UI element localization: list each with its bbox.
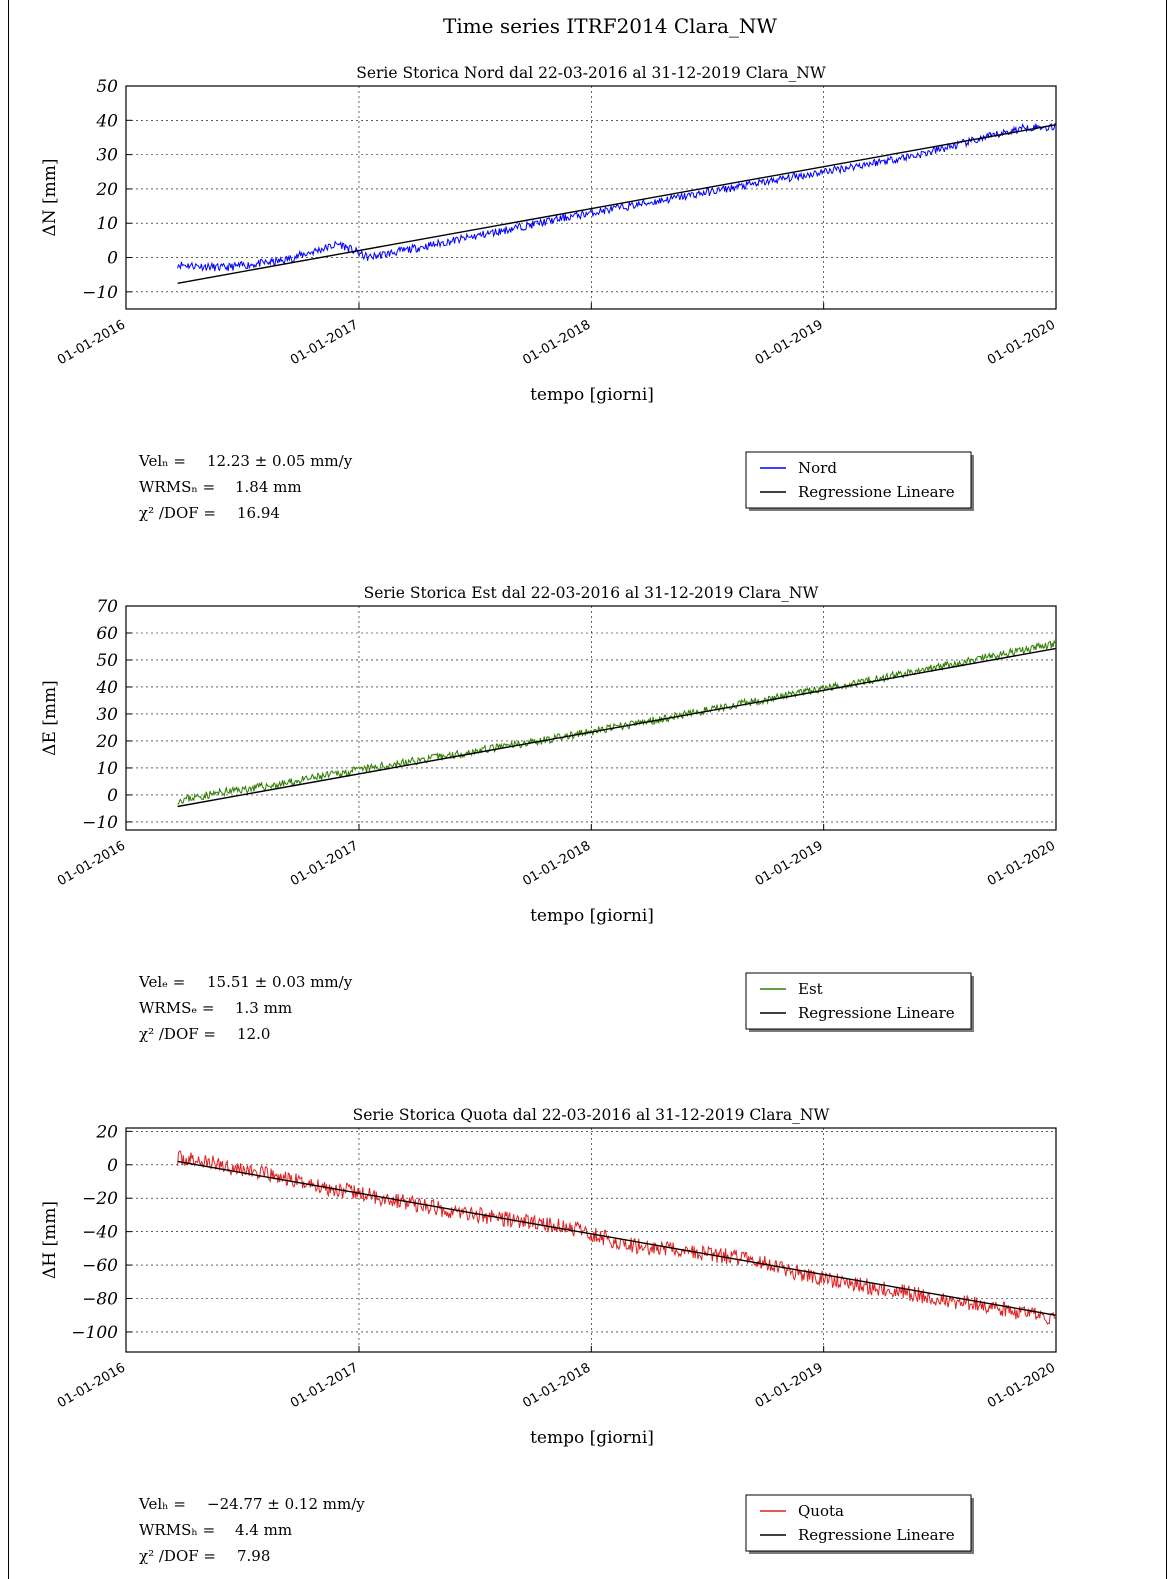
y-tick-label: 70 — [96, 597, 118, 617]
legend-entry: Regressione Lineare — [798, 483, 955, 501]
stat-value: −24.77 ± 0.12 mm/y — [207, 1495, 365, 1513]
y-tick-label: 50 — [96, 651, 118, 671]
series-line-regressione-lineare — [177, 647, 1056, 808]
x-tick-label: 01-01-2016 — [55, 317, 128, 368]
stat-label: χ² /DOF = — [139, 504, 216, 522]
chart-panel-1: Serie Storica Nord dal 22-03-2016 al 31-… — [40, 64, 1058, 522]
stat-label: Velₙ = — [138, 452, 186, 470]
y-tick-label: 30 — [96, 146, 118, 166]
stat-value: 4.4 mm — [235, 1521, 292, 1539]
x-tick-label: 01-01-2016 — [55, 1360, 128, 1411]
stat-value: 12.0 — [237, 1025, 270, 1043]
figure-title: Time series ITRF2014 Clara_NW — [443, 14, 777, 38]
y-tick-label: −100 — [71, 1323, 118, 1343]
x-axis-label: tempo [giorni] — [530, 385, 654, 405]
y-tick-label: −60 — [82, 1256, 118, 1276]
x-tick-label: 01-01-2019 — [753, 838, 826, 889]
y-axis-label: ΔH [mm] — [40, 1201, 60, 1279]
y-tick-label: 40 — [95, 111, 118, 131]
y-tick-label: −10 — [82, 813, 118, 833]
series-line-regressione-lineare — [177, 124, 1056, 284]
y-tick-label: 40 — [95, 678, 118, 698]
x-tick-label: 01-01-2017 — [288, 838, 361, 889]
x-tick-label: 01-01-2019 — [753, 1360, 826, 1411]
legend-entry: Quota — [798, 1502, 844, 1520]
stat-value: 1.3 mm — [235, 999, 292, 1017]
legend-box — [745, 451, 972, 509]
series-line-quota — [177, 1150, 1056, 1325]
stat-value: 12.23 ± 0.05 mm/y — [207, 452, 353, 470]
legend-entry: Regressione Lineare — [798, 1526, 955, 1544]
y-tick-label: 30 — [96, 705, 118, 725]
x-axis-label: tempo [giorni] — [530, 1428, 654, 1448]
y-tick-label: 20 — [95, 1122, 118, 1142]
series-line-regressione-lineare — [177, 1160, 1056, 1316]
plot-area-frame — [125, 605, 1057, 831]
x-tick-label: 01-01-2019 — [753, 317, 826, 368]
x-tick-label: 01-01-2020 — [985, 1360, 1058, 1411]
y-tick-label: 50 — [96, 77, 118, 97]
y-tick-label: −40 — [82, 1223, 118, 1243]
plot-area-frame — [125, 85, 1057, 310]
y-axis-label: ΔN [mm] — [40, 158, 60, 236]
x-tick-label: 01-01-2016 — [55, 838, 128, 889]
legend-entry: Regressione Lineare — [798, 1004, 955, 1022]
chart-panel-2: Serie Storica Est dal 22-03-2016 al 31-1… — [40, 584, 1058, 1043]
y-tick-label: 0 — [107, 1156, 118, 1176]
stat-value: 15.51 ± 0.03 mm/y — [207, 973, 353, 991]
x-tick-label: 01-01-2018 — [520, 1360, 593, 1411]
stat-value: 1.84 mm — [235, 478, 302, 496]
y-tick-label: 10 — [96, 759, 118, 779]
legend-entry: Nord — [798, 459, 837, 477]
y-tick-label: 10 — [96, 214, 118, 234]
chart-panel-3: Serie Storica Quota dal 22-03-2016 al 31… — [40, 1106, 1058, 1565]
y-tick-label: 60 — [96, 624, 118, 644]
y-tick-label: 20 — [95, 180, 118, 200]
figure-frame — [8, 0, 1167, 1579]
y-tick-label: −80 — [82, 1290, 118, 1310]
stat-value: 7.98 — [237, 1547, 270, 1565]
stat-label: Velₕ = — [138, 1495, 186, 1513]
stat-label: Velₑ = — [138, 973, 185, 991]
x-tick-label: 01-01-2018 — [520, 838, 593, 889]
stat-label: χ² /DOF = — [139, 1547, 216, 1565]
x-tick-label: 01-01-2020 — [985, 317, 1058, 368]
legend-entry: Est — [798, 980, 823, 998]
x-axis-label: tempo [giorni] — [530, 906, 654, 926]
y-tick-label: 0 — [107, 786, 118, 806]
x-tick-label: 01-01-2017 — [288, 317, 361, 368]
y-tick-label: 20 — [95, 732, 118, 752]
series-line-est — [177, 639, 1056, 805]
y-tick-label: 0 — [107, 249, 118, 269]
x-tick-label: 01-01-2017 — [288, 1360, 361, 1411]
chart-title: Serie Storica Nord dal 22-03-2016 al 31-… — [356, 64, 826, 82]
stat-label: χ² /DOF = — [139, 1025, 216, 1043]
plot-area-frame — [125, 1127, 1057, 1353]
y-tick-label: −10 — [82, 283, 118, 303]
y-tick-label: −20 — [82, 1189, 118, 1209]
legend-box — [745, 1494, 972, 1552]
x-tick-label: 01-01-2020 — [985, 838, 1058, 889]
legend-box — [745, 972, 972, 1030]
series-line-nord — [177, 122, 1056, 272]
stat-value: 16.94 — [237, 504, 280, 522]
stat-label: WRMSₕ = — [139, 1521, 215, 1539]
stat-label: WRMSₑ = — [139, 999, 215, 1017]
x-tick-label: 01-01-2018 — [520, 317, 593, 368]
y-axis-label: ΔE [mm] — [40, 680, 60, 756]
chart-title: Serie Storica Est dal 22-03-2016 al 31-1… — [364, 584, 819, 602]
stat-label: WRMSₙ = — [139, 478, 215, 496]
chart-title: Serie Storica Quota dal 22-03-2016 al 31… — [353, 1106, 830, 1124]
